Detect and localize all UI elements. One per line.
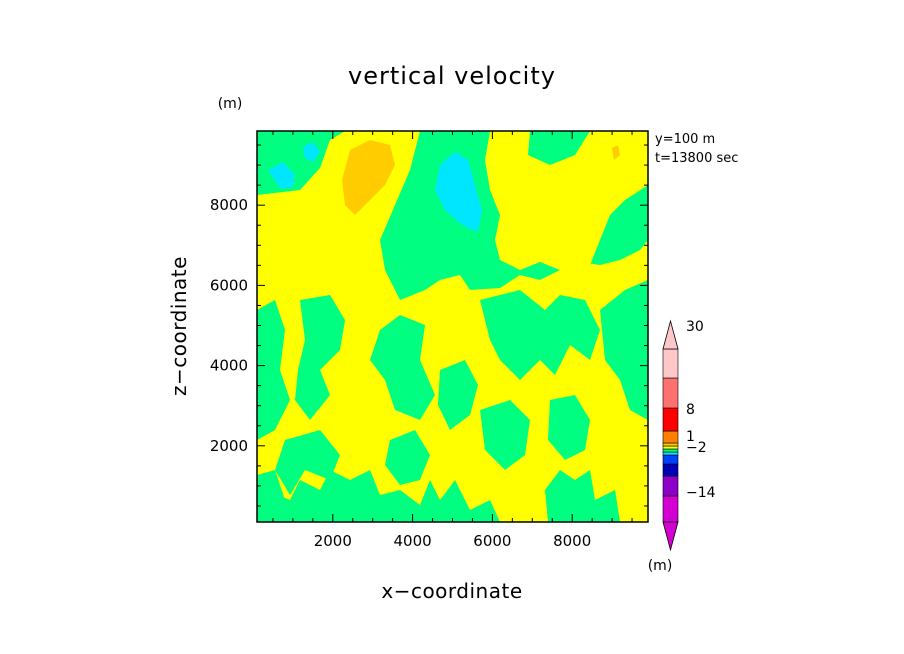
colorbar-segment	[662, 407, 679, 432]
colorbar-segment	[662, 348, 679, 379]
x-axis: 2000 4000 6000 8000	[272, 131, 633, 550]
colorbar-segment	[662, 451, 679, 456]
field-yellow-top-right	[485, 131, 648, 270]
field-orange-small	[612, 145, 620, 160]
y-tick-label: 8000	[210, 196, 248, 214]
colorbar-unit-label: (m)	[648, 558, 673, 574]
x-tick-label: 4000	[394, 532, 432, 550]
colorbar-min-arrow	[662, 521, 679, 552]
colorbar-segment	[662, 454, 679, 465]
colorbar-segment	[662, 463, 679, 477]
colorbar-segment	[662, 448, 679, 453]
info-time: t=13800 sec	[655, 151, 738, 166]
field-green-center	[370, 315, 435, 420]
x-tick-label: 2000	[314, 532, 352, 550]
y-tick-label: 4000	[210, 357, 248, 375]
y-axis: 2000 4000 6000 8000	[210, 144, 648, 507]
field-green-bottom-mid	[480, 400, 530, 470]
colorbar-segment	[662, 377, 679, 409]
y-tick-label: 2000	[210, 437, 248, 455]
field-cyan-left-small	[303, 142, 320, 162]
colorbar-label: −14	[686, 485, 716, 501]
field-green-mid-left	[295, 295, 345, 420]
field-cyan-left	[268, 162, 295, 188]
info-y-position: y=100 m	[655, 132, 715, 147]
field-yellow-small-left	[262, 225, 300, 270]
colorbar: −14 −21 8 30	[662, 319, 716, 552]
colorbar-segment	[662, 445, 679, 450]
colorbar-segment	[662, 495, 679, 523]
colorbar-label: 8	[686, 402, 695, 418]
field-green-bottom-left-edge	[257, 470, 285, 522]
y-unit-label: (m)	[218, 96, 243, 112]
field-orange	[342, 140, 395, 215]
chart-title: vertical velocity	[348, 62, 556, 90]
colorbar-label: 30	[686, 319, 704, 335]
field-green-bottom-right	[548, 395, 590, 460]
colorbar-segment	[662, 442, 679, 447]
y-axis-label: z−coordinate	[167, 256, 191, 396]
colorbar-max-arrow	[662, 319, 679, 350]
colorbar-segment	[662, 475, 679, 497]
x-axis-label: x−coordinate	[381, 579, 522, 603]
x-tick-label: 8000	[553, 532, 591, 550]
field-green-lower-left	[257, 300, 290, 440]
field-cyan-center	[435, 152, 482, 232]
y-tick-label: 6000	[210, 276, 248, 294]
x-tick-label: 6000	[473, 532, 511, 550]
contour-field	[257, 131, 648, 522]
colorbar-label: −2	[686, 440, 707, 456]
field-green-center-right	[480, 290, 600, 380]
field-green-center-2	[438, 360, 478, 430]
field-green-right	[600, 280, 648, 420]
colorbar-label: 1	[686, 429, 695, 445]
field-green-bottom-center	[385, 430, 430, 485]
colorbar-segment	[662, 430, 679, 444]
field-green-lower-left-2	[275, 430, 340, 495]
